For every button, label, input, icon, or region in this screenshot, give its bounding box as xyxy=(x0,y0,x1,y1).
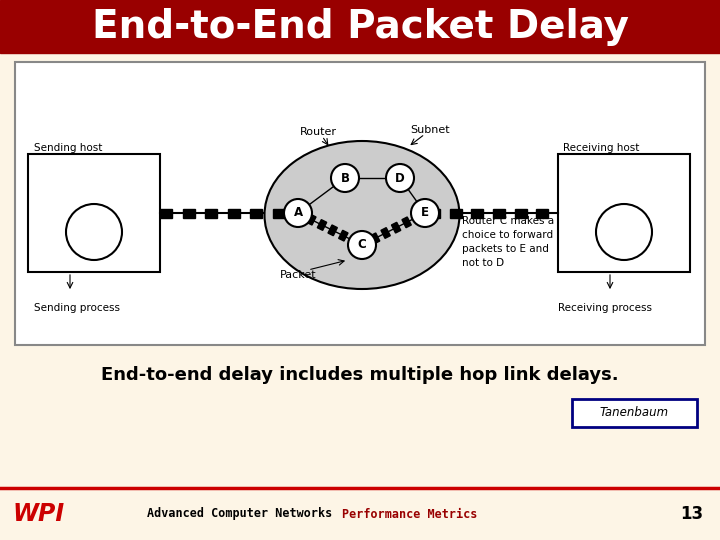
Bar xyxy=(250,208,262,218)
Bar xyxy=(472,208,483,218)
Text: Performance Metrics: Performance Metrics xyxy=(342,508,477,521)
Text: End-to-end delay includes multiple hop link delays.: End-to-end delay includes multiple hop l… xyxy=(102,366,618,384)
Text: End-to-End Packet Delay: End-to-End Packet Delay xyxy=(91,8,629,46)
Text: Advanced Computer Networks: Advanced Computer Networks xyxy=(148,508,333,521)
Text: B: B xyxy=(341,172,349,185)
Text: Subnet: Subnet xyxy=(410,125,450,135)
Circle shape xyxy=(331,164,359,192)
Text: Receiving process: Receiving process xyxy=(558,303,652,313)
Circle shape xyxy=(284,199,312,227)
Polygon shape xyxy=(392,222,401,233)
Polygon shape xyxy=(307,214,316,225)
Polygon shape xyxy=(402,217,411,228)
Polygon shape xyxy=(296,209,305,220)
Polygon shape xyxy=(338,230,348,241)
Text: Receiving host: Receiving host xyxy=(563,143,639,153)
Circle shape xyxy=(386,164,414,192)
Bar xyxy=(536,208,548,218)
Text: E: E xyxy=(421,206,429,219)
Polygon shape xyxy=(381,228,390,238)
Polygon shape xyxy=(349,235,359,246)
Text: Sending host: Sending host xyxy=(34,143,102,153)
Bar xyxy=(0,0,720,53)
Text: Router C makes a
choice to forward
packets to E and
not to D: Router C makes a choice to forward packe… xyxy=(462,216,554,268)
Bar xyxy=(182,208,195,218)
Circle shape xyxy=(66,204,122,260)
Bar xyxy=(558,154,690,272)
Polygon shape xyxy=(413,212,422,222)
Text: Router: Router xyxy=(300,127,336,137)
Polygon shape xyxy=(318,220,327,231)
Text: Sending process: Sending process xyxy=(34,303,120,313)
Text: A: A xyxy=(294,206,302,219)
Bar xyxy=(15,62,705,345)
Text: WPI: WPI xyxy=(12,502,64,526)
Text: C: C xyxy=(358,239,366,252)
Text: Packet: Packet xyxy=(279,270,316,280)
Bar xyxy=(428,208,440,218)
Bar xyxy=(228,208,240,218)
Ellipse shape xyxy=(264,141,459,289)
Bar xyxy=(515,208,526,218)
Text: Tanenbaum: Tanenbaum xyxy=(600,407,669,420)
Bar xyxy=(572,399,697,427)
Circle shape xyxy=(411,199,439,227)
Bar xyxy=(160,208,172,218)
Polygon shape xyxy=(371,233,379,244)
Bar xyxy=(28,154,160,272)
Circle shape xyxy=(596,204,652,260)
Bar xyxy=(272,208,285,218)
Bar xyxy=(205,208,217,218)
Polygon shape xyxy=(328,225,338,235)
Circle shape xyxy=(348,231,376,259)
Bar xyxy=(493,208,505,218)
Bar xyxy=(450,208,462,218)
Text: D: D xyxy=(395,172,405,185)
Polygon shape xyxy=(360,238,369,249)
Text: 13: 13 xyxy=(680,505,703,523)
